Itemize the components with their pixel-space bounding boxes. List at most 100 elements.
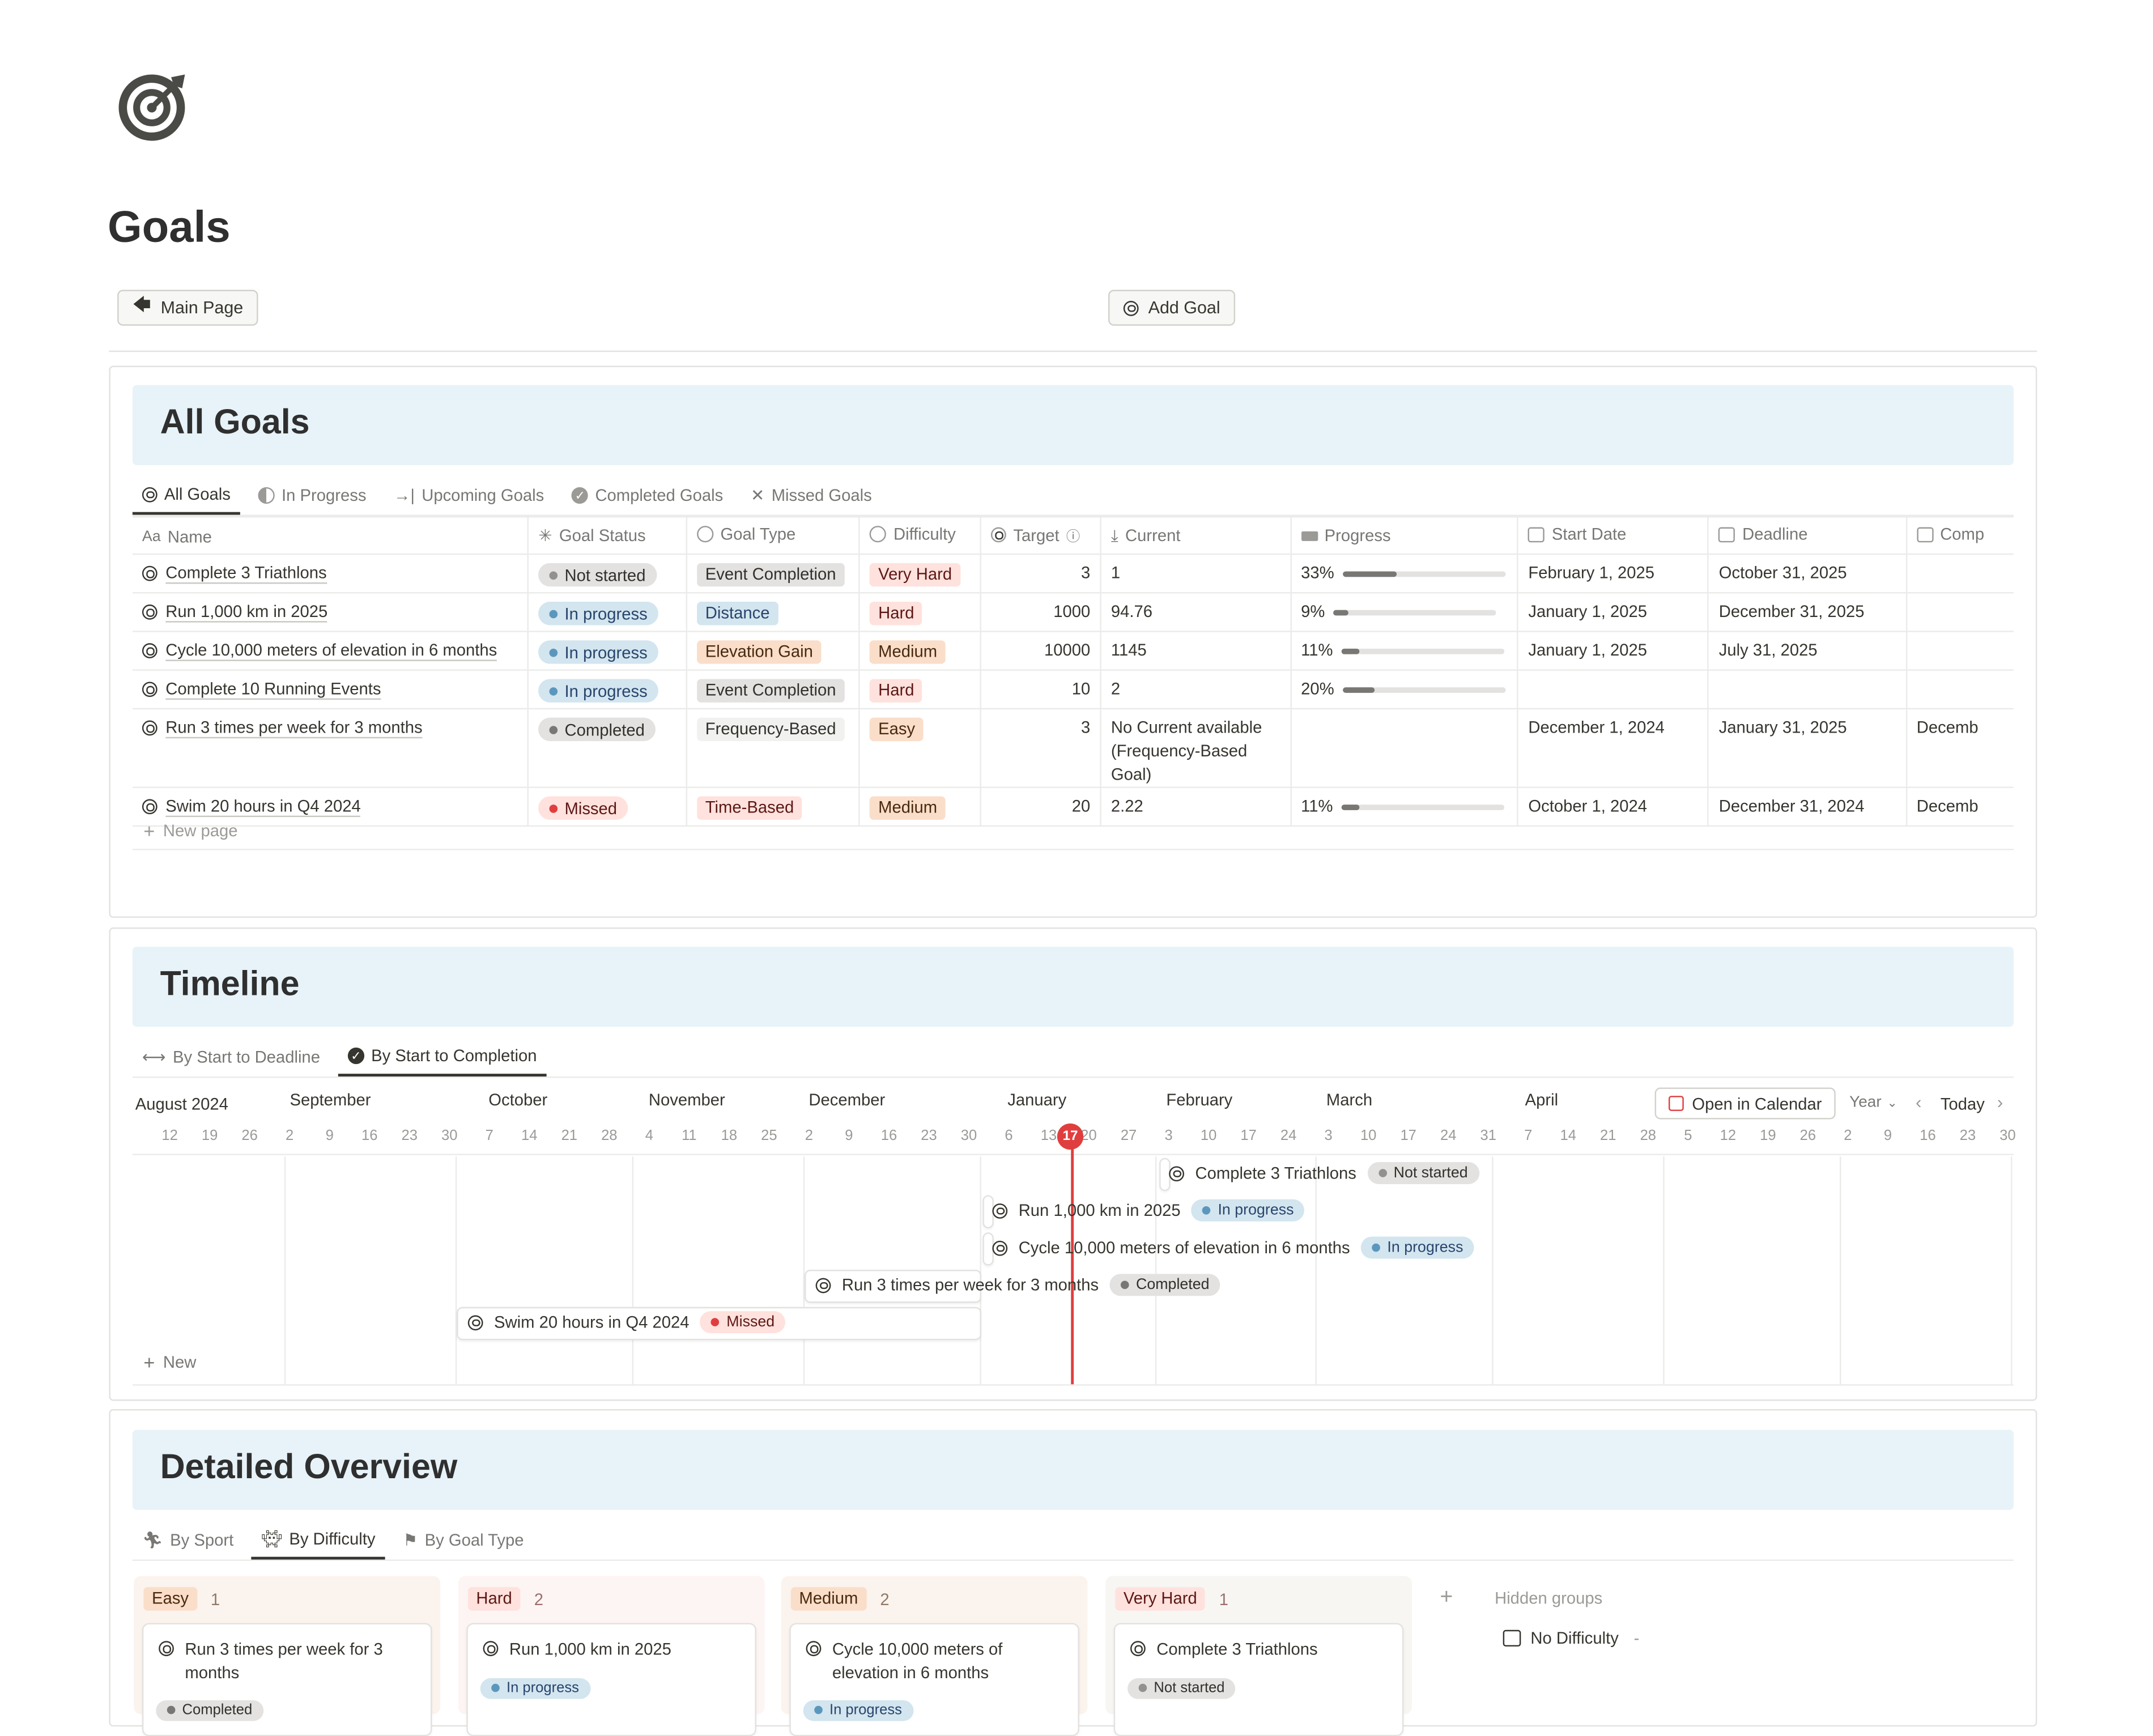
group-label[interactable]: Very Hard [1115,1587,1206,1611]
cell-completion[interactable] [1906,670,2014,710]
range-select[interactable]: Year ⌄ [1849,1094,1897,1111]
table-row[interactable]: Run 1,000 km in 2025 In progress Distanc… [132,593,2014,632]
column-header-name[interactable]: Aa Name [132,516,529,555]
cell-status[interactable]: Completed [527,708,688,788]
cell-start-date[interactable]: January 1, 2025 [1518,593,1709,632]
timeline-item[interactable]: Cycle 10,000 meters of elevation in 6 mo… [992,1232,1474,1263]
cell-type[interactable]: Event Completion [686,670,861,710]
cell-progress[interactable] [1290,708,1519,788]
main-page-button[interactable]: 🡄 Main Page [117,290,259,326]
cell-progress[interactable]: 11% [1290,787,1519,827]
no-difficulty-group[interactable]: No Difficulty - [1503,1628,1639,1648]
cell-completion[interactable]: Decemb [1906,708,2014,788]
table-row[interactable]: Complete 3 Triathlons Not started Event … [132,554,2014,594]
column-header-type[interactable]: Goal Type [686,516,861,555]
open-in-calendar-button[interactable]: Open in Calendar [1654,1087,1836,1120]
cell-name[interactable]: Run 1,000 km in 2025 [132,593,529,632]
table-row[interactable]: Run 3 times per week for 3 months Comple… [132,708,2014,788]
tab-by-difficulty[interactable]: 👾︎ By Difficulty [251,1521,385,1560]
table-row[interactable]: Swim 20 hours in Q4 2024 Missed Time-Bas… [132,787,2014,827]
tab-all-goals[interactable]: All Goals [132,476,240,515]
cell-name[interactable]: Complete 10 Running Events [132,670,529,710]
tab-by-start-to-deadline[interactable]: ⟷ By Start to Deadline [142,1047,320,1067]
cell-deadline[interactable]: December 31, 2025 [1708,593,1907,632]
column-header-difficulty[interactable]: Difficulty [860,516,982,555]
tab-by-sport[interactable]: 🏃︎ By Sport [142,1530,234,1550]
cell-deadline[interactable]: January 31, 2025 [1708,708,1907,788]
cell-difficulty[interactable]: Easy [860,708,982,788]
new-page-button[interactable]: + New page [143,819,238,842]
timeline-new-button[interactable]: + New [143,1351,197,1373]
add-group-button[interactable]: + [1440,1585,1453,1610]
cell-progress[interactable]: 20% [1290,670,1519,710]
tab-upcoming-goals[interactable]: →| Upcoming Goals [394,486,544,505]
cell-current[interactable]: 1 [1100,554,1292,594]
cell-name[interactable]: Swim 20 hours in Q4 2024 [132,787,529,827]
cell-target[interactable]: 10000 [981,631,1101,671]
cell-difficulty[interactable]: Medium [860,631,982,671]
cell-type[interactable]: Event Completion [686,554,861,594]
cell-name[interactable]: Run 3 times per week for 3 months [132,708,529,788]
table-row[interactable]: Cycle 10,000 meters of elevation in 6 mo… [132,631,2014,671]
today-button[interactable]: Today [1940,1094,1985,1114]
cell-target[interactable]: 20 [981,787,1101,827]
add-goal-button[interactable]: Add Goal [1108,290,1236,326]
column-header-start-date[interactable]: Start Date [1518,516,1709,555]
tab-in-progress[interactable]: In Progress [249,476,376,514]
cell-completion[interactable]: Decemb [1906,787,2014,827]
cell-start-date[interactable] [1518,670,1709,710]
page-target-icon[interactable] [118,72,188,141]
timeline-bar[interactable] [805,1270,981,1303]
cell-current[interactable]: 2.22 [1100,787,1292,827]
timeline-item[interactable]: Run 3 times per week for 3 months Complet… [815,1270,1221,1300]
cell-type[interactable]: Elevation Gain [686,631,861,671]
tab-by-goal-type[interactable]: ⚑ By Goal Type [403,1530,524,1550]
timeline-item[interactable]: Complete 3 Triathlons Not started [1169,1158,1479,1189]
cell-current[interactable]: 1145 [1100,631,1292,671]
column-header-target[interactable]: Target ⓘ [981,516,1101,555]
cell-type[interactable]: Time-Based [686,787,861,827]
cell-difficulty[interactable]: Hard [860,593,982,632]
tab-completed-goals[interactable]: ✓ Completed Goals [562,476,733,514]
cell-completion[interactable] [1906,593,2014,632]
cell-status[interactable]: In progress [527,670,688,710]
column-header-progress[interactable]: Progress [1290,516,1519,555]
cell-type[interactable]: Distance [686,593,861,632]
cell-status[interactable]: Not started [527,554,688,594]
cell-deadline[interactable] [1708,670,1907,710]
cell-deadline[interactable]: December 31, 2024 [1708,787,1907,827]
prev-icon[interactable]: ‹ [1916,1091,1922,1113]
cell-status[interactable]: In progress [527,593,688,632]
column-header-deadline[interactable]: Deadline [1708,516,1907,555]
cell-start-date[interactable]: January 1, 2025 [1518,631,1709,671]
cell-difficulty[interactable]: Hard [860,670,982,710]
cell-progress[interactable]: 9% [1290,593,1519,632]
group-label[interactable]: Easy [143,1587,197,1611]
cell-completion[interactable] [1906,631,2014,671]
cell-current[interactable]: 2 [1100,670,1292,710]
group-label[interactable]: Medium [790,1587,866,1611]
cell-start-date[interactable]: February 1, 2025 [1518,554,1709,594]
cell-current[interactable]: No Current available (Frequency-Based Goa… [1100,708,1292,788]
cell-difficulty[interactable]: Medium [860,787,982,827]
cell-type[interactable]: Frequency-Based [686,708,861,788]
cell-target[interactable]: 10 [981,670,1101,710]
column-header-status[interactable]: ✳ Goal Status [527,516,688,555]
cell-start-date[interactable]: October 1, 2024 [1518,787,1709,827]
cell-status[interactable]: Missed [527,787,688,827]
cell-difficulty[interactable]: Very Hard [860,554,982,594]
cell-completion[interactable] [1906,554,2014,594]
column-header-completion[interactable]: Comp [1906,516,2014,555]
column-header-current[interactable]: ⤓ Current [1100,516,1292,555]
cell-progress[interactable]: 11% [1290,631,1519,671]
group-label[interactable]: Hard [467,1587,521,1611]
cell-deadline[interactable]: October 31, 2025 [1708,554,1907,594]
timeline-item[interactable]: Swim 20 hours in Q4 2024 Missed [467,1307,786,1338]
cell-progress[interactable]: 33% [1290,554,1519,594]
cell-start-date[interactable]: December 1, 2024 [1518,708,1709,788]
cell-target[interactable]: 3 [981,554,1101,594]
cell-status[interactable]: In progress [527,631,688,671]
tab-by-start-to-completion[interactable]: ✓ By Start to Completion [338,1038,547,1077]
cell-name[interactable]: Complete 3 Triathlons [132,554,529,594]
cell-name[interactable]: Cycle 10,000 meters of elevation in 6 mo… [132,631,529,671]
